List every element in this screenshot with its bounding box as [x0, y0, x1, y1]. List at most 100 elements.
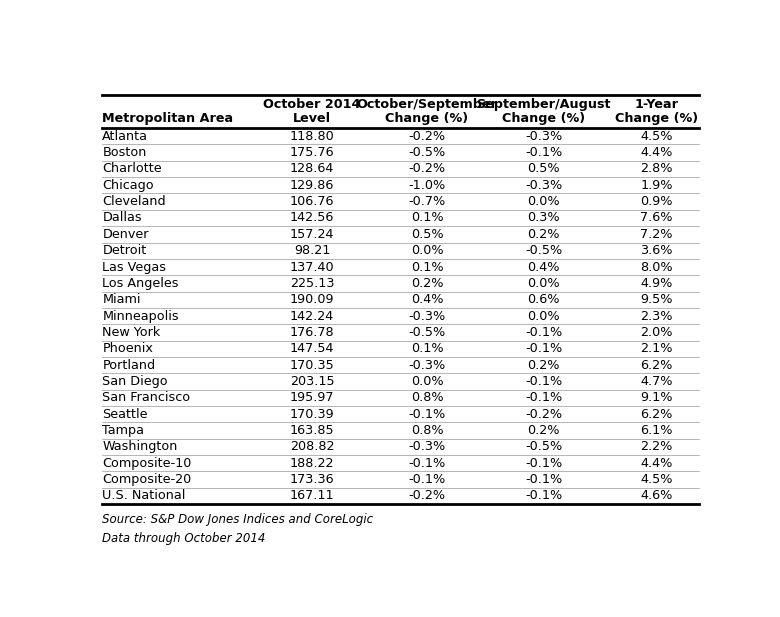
Text: 0.2%: 0.2% [527, 424, 560, 437]
Text: U.S. National: U.S. National [102, 489, 186, 502]
Text: 0.0%: 0.0% [410, 244, 443, 257]
Text: 129.86: 129.86 [290, 179, 335, 192]
Text: 7.2%: 7.2% [640, 228, 673, 241]
Text: Phoenix: Phoenix [102, 342, 153, 355]
Text: 0.4%: 0.4% [527, 260, 560, 273]
Text: 147.54: 147.54 [290, 342, 335, 355]
Text: Detroit: Detroit [102, 244, 147, 257]
Text: Data through October 2014: Data through October 2014 [102, 532, 266, 545]
Text: 175.76: 175.76 [290, 146, 335, 159]
Text: -0.1%: -0.1% [525, 146, 562, 159]
Text: 0.2%: 0.2% [411, 277, 443, 290]
Text: 0.0%: 0.0% [527, 195, 560, 208]
Text: -0.1%: -0.1% [525, 342, 562, 355]
Text: 0.0%: 0.0% [527, 277, 560, 290]
Text: -0.1%: -0.1% [525, 375, 562, 388]
Text: 0.8%: 0.8% [410, 391, 443, 404]
Text: -0.3%: -0.3% [408, 310, 445, 323]
Text: San Francisco: San Francisco [102, 391, 190, 404]
Text: 128.64: 128.64 [290, 162, 335, 175]
Text: 167.11: 167.11 [290, 489, 335, 502]
Text: 2.3%: 2.3% [640, 310, 673, 323]
Text: 142.56: 142.56 [290, 212, 335, 225]
Text: 2.0%: 2.0% [640, 326, 673, 339]
Text: -0.2%: -0.2% [409, 162, 445, 175]
Text: Dallas: Dallas [102, 212, 142, 225]
Text: Change (%): Change (%) [502, 112, 585, 125]
Text: -0.5%: -0.5% [408, 146, 445, 159]
Text: Las Vegas: Las Vegas [102, 260, 166, 273]
Text: 4.6%: 4.6% [640, 489, 673, 502]
Text: 4.9%: 4.9% [640, 277, 673, 290]
Text: -0.3%: -0.3% [525, 130, 562, 143]
Text: 0.5%: 0.5% [410, 228, 443, 241]
Text: 137.40: 137.40 [290, 260, 335, 273]
Text: 170.35: 170.35 [289, 358, 335, 371]
Text: 0.1%: 0.1% [410, 260, 443, 273]
Text: -0.1%: -0.1% [525, 326, 562, 339]
Text: Composite-10: Composite-10 [102, 457, 192, 470]
Text: 4.5%: 4.5% [640, 473, 673, 486]
Text: 0.4%: 0.4% [411, 293, 443, 306]
Text: 0.0%: 0.0% [410, 375, 443, 388]
Text: 7.6%: 7.6% [640, 212, 673, 225]
Text: San Diego: San Diego [102, 375, 168, 388]
Text: -0.5%: -0.5% [408, 326, 445, 339]
Text: 4.4%: 4.4% [640, 457, 673, 470]
Text: 163.85: 163.85 [290, 424, 335, 437]
Text: 0.5%: 0.5% [527, 162, 560, 175]
Text: 106.76: 106.76 [290, 195, 335, 208]
Text: 176.78: 176.78 [290, 326, 335, 339]
Text: 4.7%: 4.7% [640, 375, 673, 388]
Text: Boston: Boston [102, 146, 147, 159]
Text: -0.1%: -0.1% [525, 457, 562, 470]
Text: Atlanta: Atlanta [102, 130, 148, 143]
Text: Chicago: Chicago [102, 179, 154, 192]
Text: Source: S&P Dow Jones Indices and CoreLogic: Source: S&P Dow Jones Indices and CoreLo… [102, 513, 374, 526]
Text: 6.1%: 6.1% [640, 424, 673, 437]
Text: September/August: September/August [477, 98, 611, 111]
Text: 170.39: 170.39 [290, 408, 335, 421]
Text: 4.4%: 4.4% [640, 146, 673, 159]
Text: Metropolitan Area: Metropolitan Area [102, 112, 233, 125]
Text: -0.1%: -0.1% [408, 473, 445, 486]
Text: Composite-20: Composite-20 [102, 473, 192, 486]
Text: -0.7%: -0.7% [408, 195, 445, 208]
Text: 2.2%: 2.2% [640, 441, 673, 453]
Text: New York: New York [102, 326, 161, 339]
Text: Charlotte: Charlotte [102, 162, 162, 175]
Text: 173.36: 173.36 [290, 473, 335, 486]
Text: Change (%): Change (%) [385, 112, 469, 125]
Text: -0.3%: -0.3% [525, 179, 562, 192]
Text: October/September: October/September [356, 98, 498, 111]
Text: Denver: Denver [102, 228, 149, 241]
Text: -1.0%: -1.0% [408, 179, 445, 192]
Text: 0.6%: 0.6% [527, 293, 560, 306]
Text: 225.13: 225.13 [290, 277, 335, 290]
Text: 0.1%: 0.1% [410, 342, 443, 355]
Text: -0.1%: -0.1% [525, 489, 562, 502]
Text: 203.15: 203.15 [290, 375, 335, 388]
Text: -0.3%: -0.3% [408, 358, 445, 371]
Text: 0.2%: 0.2% [527, 228, 560, 241]
Text: -0.2%: -0.2% [409, 489, 445, 502]
Text: 0.2%: 0.2% [527, 358, 560, 371]
Text: -0.1%: -0.1% [408, 408, 445, 421]
Text: 157.24: 157.24 [290, 228, 335, 241]
Text: 118.80: 118.80 [289, 130, 335, 143]
Text: 142.24: 142.24 [290, 310, 334, 323]
Text: 0.1%: 0.1% [410, 212, 443, 225]
Text: 188.22: 188.22 [290, 457, 335, 470]
Text: -0.3%: -0.3% [408, 441, 445, 453]
Text: 9.1%: 9.1% [640, 391, 673, 404]
Text: 0.9%: 0.9% [640, 195, 673, 208]
Text: 6.2%: 6.2% [640, 408, 673, 421]
Text: 195.97: 195.97 [290, 391, 335, 404]
Text: Los Angeles: Los Angeles [102, 277, 179, 290]
Text: 98.21: 98.21 [294, 244, 330, 257]
Text: 8.0%: 8.0% [640, 260, 673, 273]
Text: 0.8%: 0.8% [410, 424, 443, 437]
Text: 3.6%: 3.6% [640, 244, 673, 257]
Text: Level: Level [293, 112, 331, 125]
Text: 1-Year: 1-Year [635, 98, 679, 111]
